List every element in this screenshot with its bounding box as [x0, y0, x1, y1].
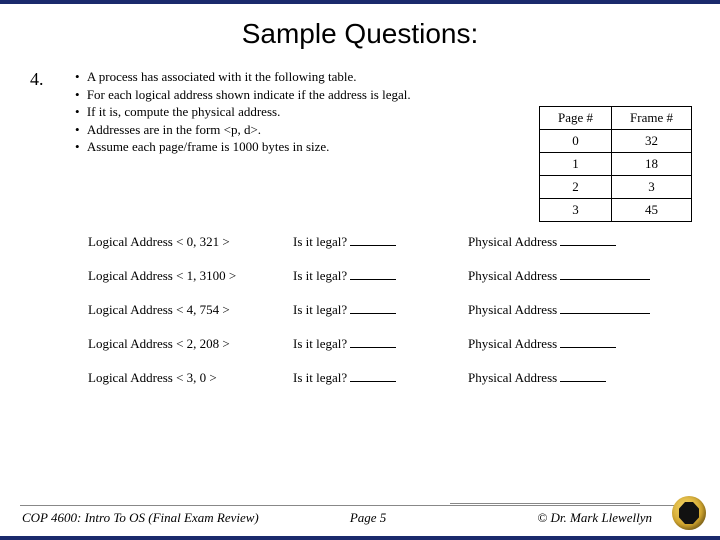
table-header: Page #: [540, 107, 612, 130]
address-row: Logical Address < 3, 0 > Is it legal? Ph…: [88, 370, 676, 386]
blank-line: [350, 269, 396, 280]
table-row: 0 32: [540, 130, 692, 153]
blank-line: [560, 269, 650, 280]
footer-divider: [20, 505, 702, 506]
legal-prompt: Is it legal?: [293, 268, 468, 284]
slide-title: Sample Questions:: [0, 18, 720, 50]
footer-divider: [450, 503, 640, 504]
legal-prompt: Is it legal?: [293, 336, 468, 352]
content-area: 4. A process has associated with it the …: [0, 68, 720, 156]
table-row: 2 3: [540, 176, 692, 199]
address-row: Logical Address < 1, 3100 > Is it legal?…: [88, 268, 676, 284]
table-row: 3 45: [540, 199, 692, 222]
question-number: 4.: [30, 68, 75, 90]
logo-icon: [672, 496, 706, 530]
physical-address: Physical Address: [468, 234, 676, 250]
physical-address: Physical Address: [468, 370, 676, 386]
table-row: 1 18: [540, 153, 692, 176]
table-header: Frame #: [612, 107, 692, 130]
blank-line: [350, 303, 396, 314]
footer-page: Page 5: [259, 510, 538, 526]
table-cell: 3: [612, 176, 692, 199]
table-cell: 45: [612, 199, 692, 222]
table-cell: 18: [612, 153, 692, 176]
blank-line: [560, 303, 650, 314]
legal-prompt: Is it legal?: [293, 234, 468, 250]
footer-course: COP 4600: Intro To OS (Final Exam Review…: [22, 510, 259, 526]
blank-line: [350, 371, 396, 382]
footer-author: © Dr. Mark Llewellyn: [537, 510, 652, 526]
physical-address: Physical Address: [468, 302, 676, 318]
legal-prompt: Is it legal?: [293, 302, 468, 318]
logical-address: Logical Address < 2, 208 >: [88, 336, 293, 352]
table-cell: 32: [612, 130, 692, 153]
table-cell: 0: [540, 130, 612, 153]
address-row: Logical Address < 0, 321 > Is it legal? …: [88, 234, 676, 250]
logical-address: Logical Address < 0, 321 >: [88, 234, 293, 250]
address-block: Logical Address < 0, 321 > Is it legal? …: [0, 234, 720, 386]
table-cell: 3: [540, 199, 612, 222]
footer: COP 4600: Intro To OS (Final Exam Review…: [0, 510, 720, 526]
legal-prompt: Is it legal?: [293, 370, 468, 386]
blank-line: [560, 337, 616, 348]
address-row: Logical Address < 2, 208 > Is it legal? …: [88, 336, 676, 352]
logical-address: Logical Address < 1, 3100 >: [88, 268, 293, 284]
logical-address: Logical Address < 4, 754 >: [88, 302, 293, 318]
physical-address: Physical Address: [468, 336, 676, 352]
bullet-item: For each logical address shown indicate …: [75, 86, 700, 104]
bullets-wrap: A process has associated with it the fol…: [75, 68, 700, 156]
blank-line: [560, 371, 606, 382]
bullet-item: A process has associated with it the fol…: [75, 68, 700, 86]
address-row: Logical Address < 4, 754 > Is it legal? …: [88, 302, 676, 318]
page-table: Page # Frame # 0 32 1 18 2 3 3 45: [539, 106, 692, 222]
logical-address: Logical Address < 3, 0 >: [88, 370, 293, 386]
blank-line: [560, 235, 616, 246]
table-cell: 1: [540, 153, 612, 176]
blank-line: [350, 235, 396, 246]
physical-address: Physical Address: [468, 268, 676, 284]
blank-line: [350, 337, 396, 348]
table-cell: 2: [540, 176, 612, 199]
